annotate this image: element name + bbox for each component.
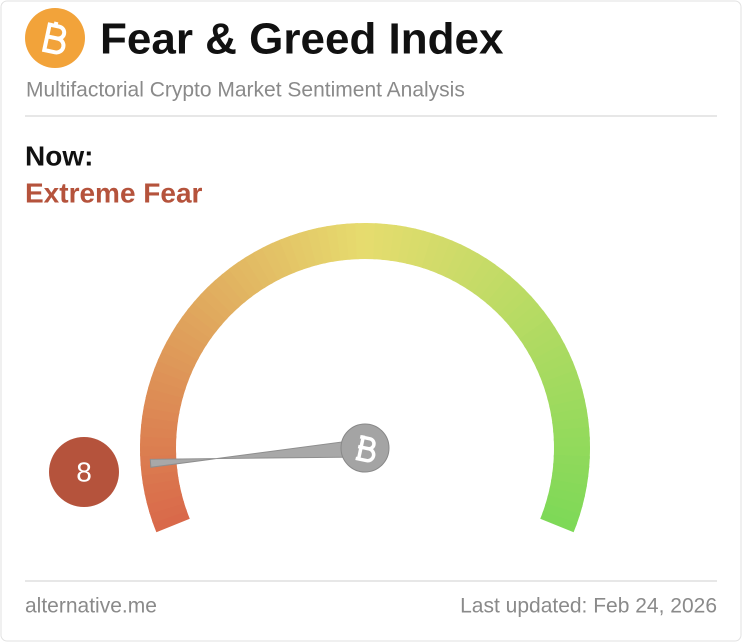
gauge: 8: [49, 223, 590, 533]
logo: [25, 8, 85, 68]
title: Fear & Greed Index: [100, 15, 504, 64]
value-badge: [49, 437, 119, 507]
last-updated: Last updated: Feb 24, 2026: [460, 595, 717, 618]
now-label: Now:: [25, 140, 93, 171]
subtitle: Multifactorial Crypto Market Sentiment A…: [26, 79, 465, 102]
source: alternative.me: [25, 595, 157, 618]
value-label: 8: [76, 456, 92, 487]
gauge-arc: [540, 511, 578, 533]
classification: Extreme Fear: [25, 177, 203, 208]
hub-icon: [355, 435, 376, 463]
